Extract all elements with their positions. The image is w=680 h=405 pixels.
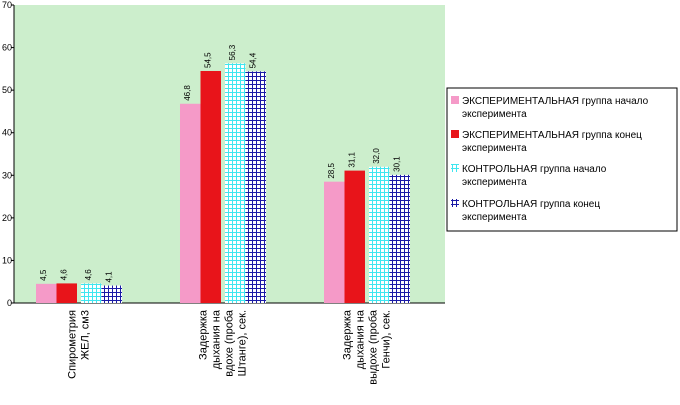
- category-label: Задержка: [198, 309, 210, 360]
- data-label: 4,5: [39, 269, 48, 281]
- bar-s2-c1: [56, 283, 77, 303]
- legend-label: КОНТРОЛЬНАЯ группа конец: [462, 199, 600, 210]
- category-labels: Спирометрия ЖЕЛ, см3 Задержка дыхания на вдо…: [67, 309, 393, 385]
- category-label: Спирометрия: [67, 310, 79, 379]
- legend-label: эксперимента: [462, 143, 527, 154]
- bar-s4-c2: [245, 71, 266, 303]
- y-tick-label: 40: [2, 128, 12, 138]
- bar-s3-c1: [81, 283, 102, 303]
- data-label: 4,6: [60, 269, 69, 281]
- legend-label: ЭКСПЕРИМЕНТАЛЬНАЯ группа начало: [462, 96, 649, 107]
- y-tick-label: 20: [2, 213, 12, 223]
- bar-s4-c1: [101, 285, 122, 303]
- legend-label: ЭКСПЕРИМЕНТАЛЬНАЯ группа конец: [462, 130, 642, 141]
- bar-s3-c3: [369, 166, 390, 303]
- y-tick-label: 70: [2, 0, 12, 10]
- data-label: 4,1: [105, 271, 114, 283]
- legend-box: [446, 87, 678, 232]
- legend-label: эксперимента: [462, 177, 527, 188]
- data-label: 28,5: [327, 163, 336, 179]
- data-label: 54,5: [204, 52, 213, 68]
- legend: ЭКСПЕРИМЕНТАЛЬНАЯ группа начало экспериме…: [446, 87, 678, 232]
- category-label: выдохе (проба: [368, 309, 380, 385]
- bar-s3-c2: [225, 63, 246, 303]
- legend-swatch: [451, 130, 459, 138]
- bar-s4-c3: [389, 174, 410, 303]
- legend-swatch: [451, 96, 459, 104]
- y-tick-label: 10: [2, 255, 12, 265]
- legend-label: эксперимента: [462, 212, 527, 223]
- category-label: Задержка: [342, 309, 354, 360]
- y-tick-label: 0: [7, 298, 12, 308]
- data-label: 4,6: [84, 269, 93, 281]
- data-label: 54,4: [249, 52, 258, 68]
- bar-series: [36, 63, 410, 303]
- data-label: 32,0: [372, 148, 381, 164]
- legend-label: КОНТРОЛЬНАЯ группа начало: [462, 164, 607, 175]
- bar-s1-c2: [180, 103, 201, 303]
- data-label: 56,3: [228, 44, 237, 60]
- data-label: 31,1: [348, 151, 357, 167]
- category-label: Штанге), сек.: [237, 310, 249, 376]
- bar-s1-c3: [324, 181, 345, 303]
- category-label: ЖЕЛ, см3: [80, 310, 92, 360]
- category-label: Генчи), сек.: [381, 310, 393, 369]
- y-tick-label: 30: [2, 170, 12, 180]
- y-tick-label: 50: [2, 85, 12, 95]
- category-label: вдохе (проба: [224, 309, 236, 377]
- bar-s1-c1: [36, 283, 57, 303]
- category-label: дыхания на: [211, 309, 223, 369]
- data-label: 30,1: [393, 156, 402, 172]
- y-ticks: 0 10 20 30 40 50 60 70: [2, 0, 14, 308]
- data-label: 46,8: [183, 85, 192, 101]
- legend-swatch: [451, 199, 459, 207]
- bar-s2-c2: [200, 70, 221, 303]
- bar-s2-c3: [344, 170, 365, 303]
- legend-label: эксперимента: [462, 109, 527, 120]
- category-label: дыхания на: [355, 309, 367, 369]
- y-tick-label: 60: [2, 43, 12, 53]
- data-labels: 4,5 46,8 28,5 4,6 54,5 31,1 4,6 56,3 32,0 4,1 54,4…: [39, 44, 402, 282]
- legend-swatch: [451, 164, 459, 172]
